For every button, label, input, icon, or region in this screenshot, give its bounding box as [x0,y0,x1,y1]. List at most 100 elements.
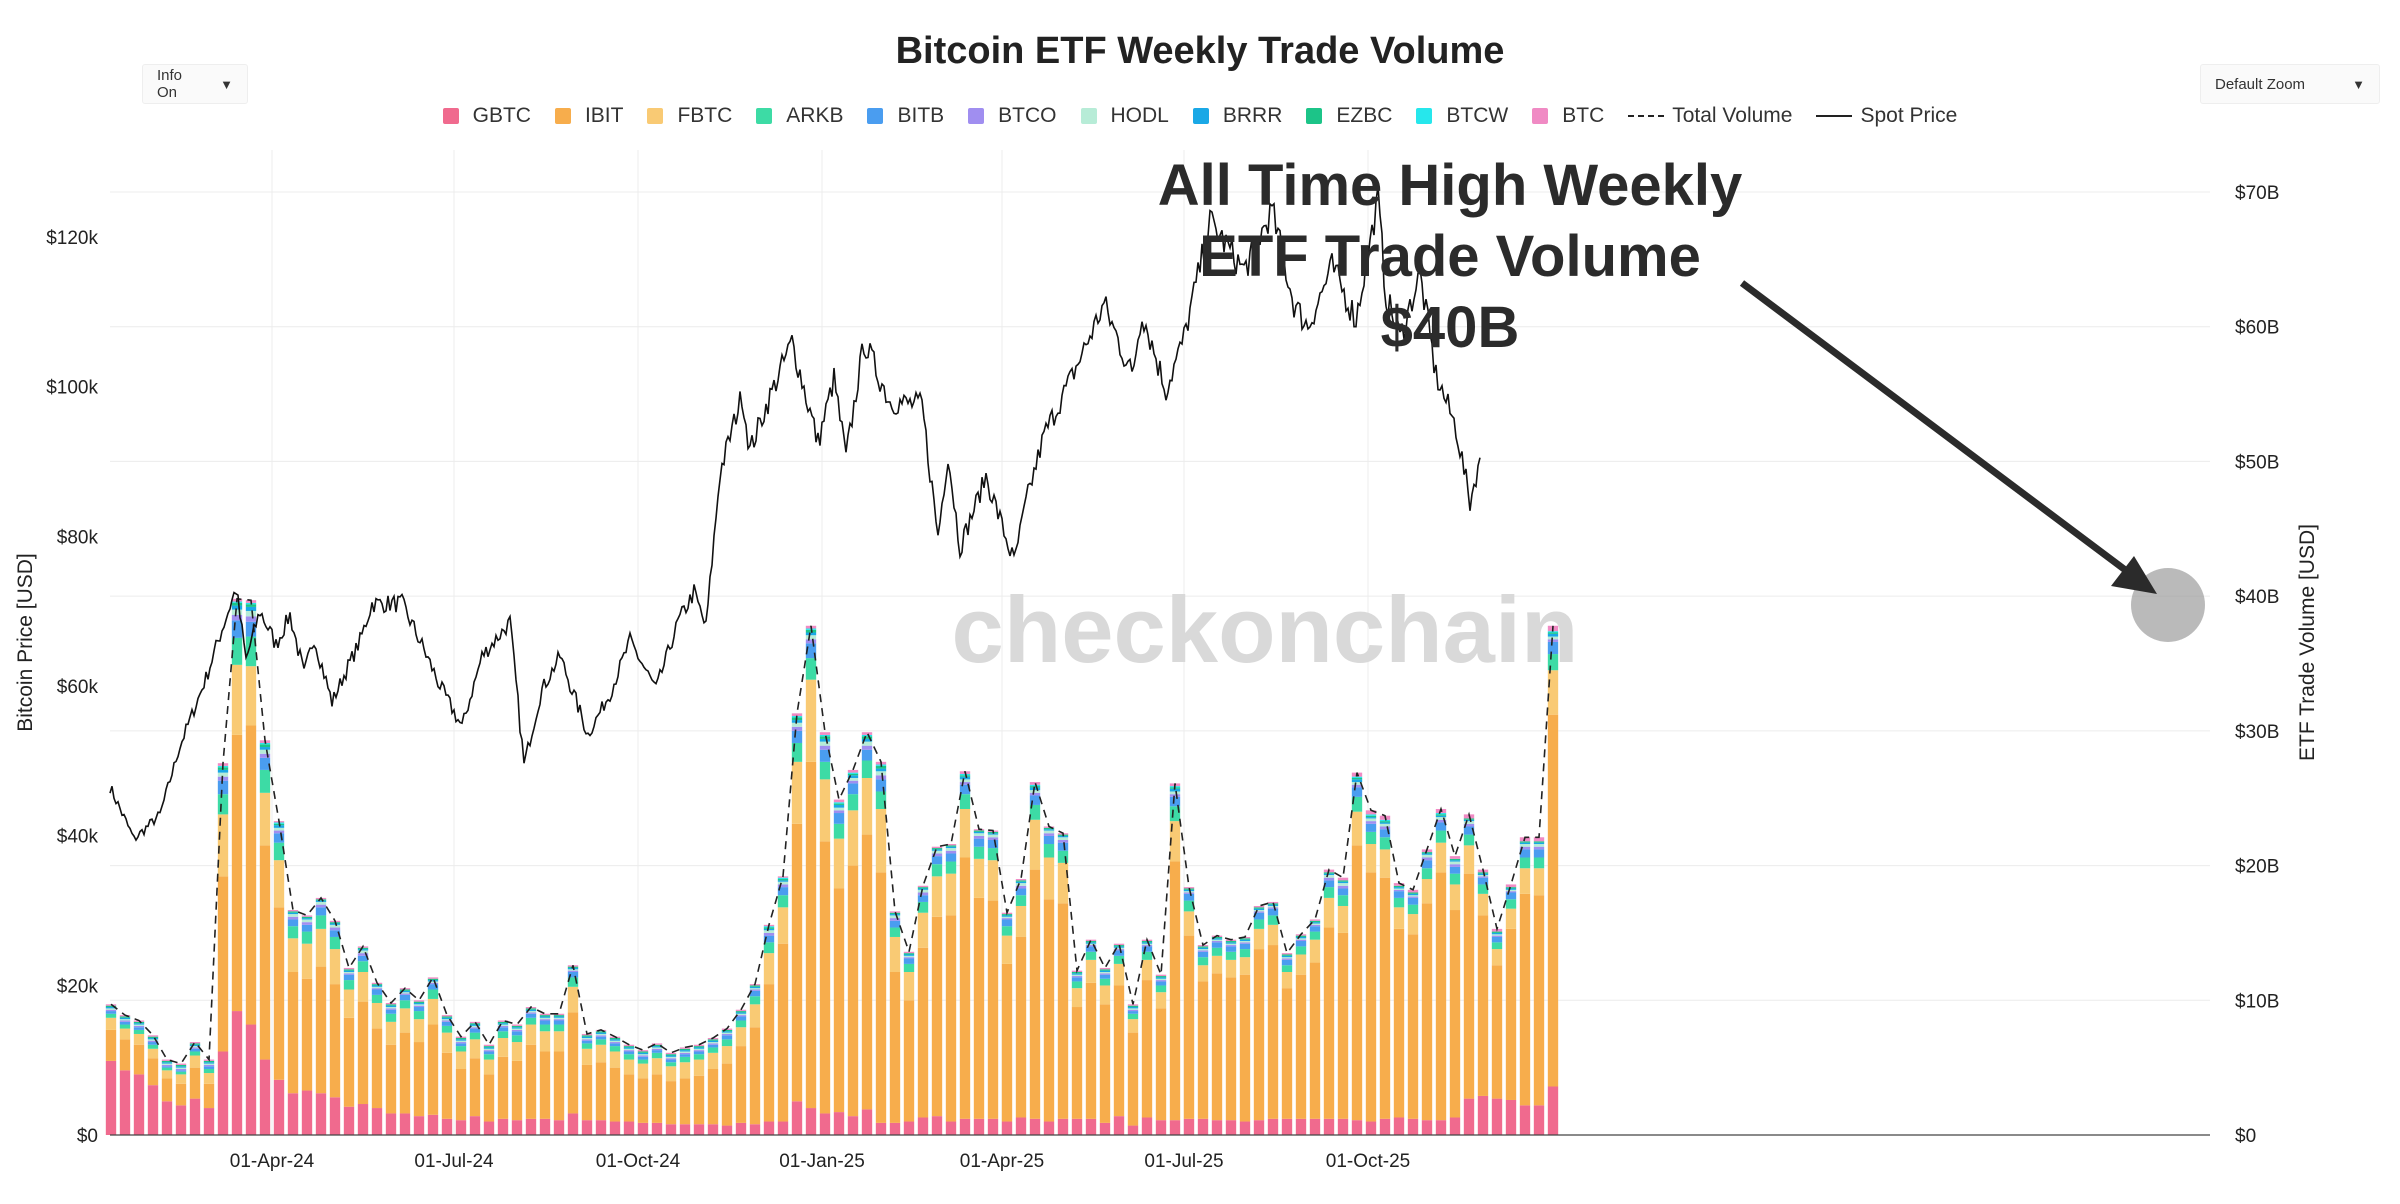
bar-stack[interactable] [833,799,845,1135]
bar-stack[interactable] [1141,939,1153,1135]
bar-stack[interactable] [385,1002,397,1135]
bar-stack[interactable] [595,1029,607,1135]
bar-stack[interactable] [1155,974,1167,1135]
bar-stack[interactable] [441,1015,453,1135]
bar-stack[interactable] [1519,837,1531,1135]
bar-stack[interactable] [721,1028,733,1135]
bar-stack[interactable] [735,1009,747,1135]
bar-stack[interactable] [1253,905,1265,1135]
legend-item-spot-price[interactable]: Spot Price [1816,104,1957,128]
bar-stack[interactable] [105,1004,117,1135]
bar-stack[interactable] [1379,815,1391,1135]
bar-stack[interactable] [1421,849,1433,1135]
bar-stack[interactable] [805,625,817,1135]
legend-item-btcw[interactable]: BTCW [1416,104,1508,128]
bar-stack[interactable] [763,924,775,1135]
bar-stack[interactable] [203,1059,215,1135]
bar-stack[interactable] [987,830,999,1135]
bar-stack[interactable] [819,732,831,1135]
bar-stack[interactable] [637,1050,649,1135]
legend-item-btc[interactable]: BTC [1532,104,1604,128]
bar-stack[interactable] [693,1044,705,1135]
legend-item-bitb[interactable]: BITB [867,104,944,128]
bar-stack[interactable] [147,1035,159,1135]
legend-item-hodl[interactable]: HODL [1080,104,1169,128]
bar-stack[interactable] [511,1024,523,1135]
bar-stack[interactable] [1071,970,1083,1135]
bar-stack[interactable] [777,876,789,1135]
bar-stack[interactable] [1463,814,1475,1135]
bar-stack[interactable] [427,977,439,1135]
bar-stack[interactable] [567,965,579,1135]
bar-stack[interactable] [679,1047,691,1135]
bar-stack[interactable] [581,1033,593,1135]
bar-stack[interactable] [343,967,355,1135]
bar-stack[interactable] [1169,783,1181,1135]
bar-stack[interactable] [497,1020,509,1135]
bar-stack[interactable] [1533,837,1545,1135]
bar-stack[interactable] [1015,879,1027,1135]
bar-stack[interactable] [665,1052,677,1135]
bar-stack[interactable] [413,1000,425,1135]
bar-stack[interactable] [1407,889,1419,1135]
bar-stack[interactable] [1435,808,1447,1135]
legend-item-total-volume[interactable]: Total Volume [1628,104,1792,128]
bar-stack[interactable] [1365,810,1377,1135]
bar-stack[interactable] [623,1044,635,1135]
bar-stack[interactable] [651,1043,663,1135]
bar-stack[interactable] [1113,943,1125,1135]
bar-stack[interactable] [301,915,313,1135]
bar-stack[interactable] [1127,1004,1139,1135]
bar-stack[interactable] [1043,826,1055,1135]
bar-stack[interactable] [469,1021,481,1135]
bar-stack[interactable] [259,740,271,1135]
bar-stack[interactable] [1183,887,1195,1135]
bar-stack[interactable] [399,988,411,1135]
legend-item-btco[interactable]: BTCO [968,104,1057,128]
bar-stack[interactable] [329,920,341,1135]
bar-stack[interactable] [959,771,971,1135]
bar-stack[interactable] [1085,939,1097,1135]
bar-stack[interactable] [903,951,915,1135]
bar-stack[interactable] [1029,782,1041,1135]
legend-item-ibit[interactable]: IBIT [554,104,623,128]
bar-stack[interactable] [1225,939,1237,1135]
legend-item-arkb[interactable]: ARKB [756,104,843,128]
bar-stack[interactable] [1547,625,1559,1135]
bar-stack[interactable] [1099,967,1111,1135]
legend-item-fbtc[interactable]: FBTC [647,104,732,128]
bar-stack[interactable] [245,600,257,1135]
legend-item-ezbc[interactable]: EZBC [1306,104,1392,128]
bar-stack[interactable] [189,1042,201,1135]
bar-stack[interactable] [1449,856,1461,1135]
bar-stack[interactable] [217,763,229,1135]
bar-stack[interactable] [1197,945,1209,1135]
bar-stack[interactable] [175,1063,187,1135]
bar-stack[interactable] [861,732,873,1135]
bar-stack[interactable] [609,1036,621,1135]
bar-stack[interactable] [1491,928,1503,1135]
bar-stack[interactable] [1309,919,1321,1135]
bar-stack[interactable] [231,598,243,1135]
bar-stack[interactable] [1351,772,1363,1135]
bar-stack[interactable] [1295,934,1307,1135]
bar-stack[interactable] [931,846,943,1135]
bar-stack[interactable] [539,1013,551,1135]
bar-stack[interactable] [1057,833,1069,1135]
legend-item-brrr[interactable]: BRRR [1192,104,1282,128]
bar-stack[interactable] [1477,869,1489,1135]
bar-stack[interactable] [525,1007,537,1135]
bar-stack[interactable] [1001,912,1013,1135]
bar-stack[interactable] [889,911,901,1135]
bar-stack[interactable] [917,885,929,1135]
legend-item-gbtc[interactable]: GBTC [442,104,531,128]
bar-stack[interactable] [1281,953,1293,1135]
bar-stack[interactable] [1337,877,1349,1135]
bar-stack[interactable] [847,769,859,1135]
bar-stack[interactable] [161,1059,173,1135]
bar-stack[interactable] [553,1013,565,1135]
bar-stack[interactable] [973,829,985,1135]
bar-stack[interactable] [287,910,299,1135]
bar-stack[interactable] [483,1044,495,1135]
bar-stack[interactable] [1211,935,1223,1135]
